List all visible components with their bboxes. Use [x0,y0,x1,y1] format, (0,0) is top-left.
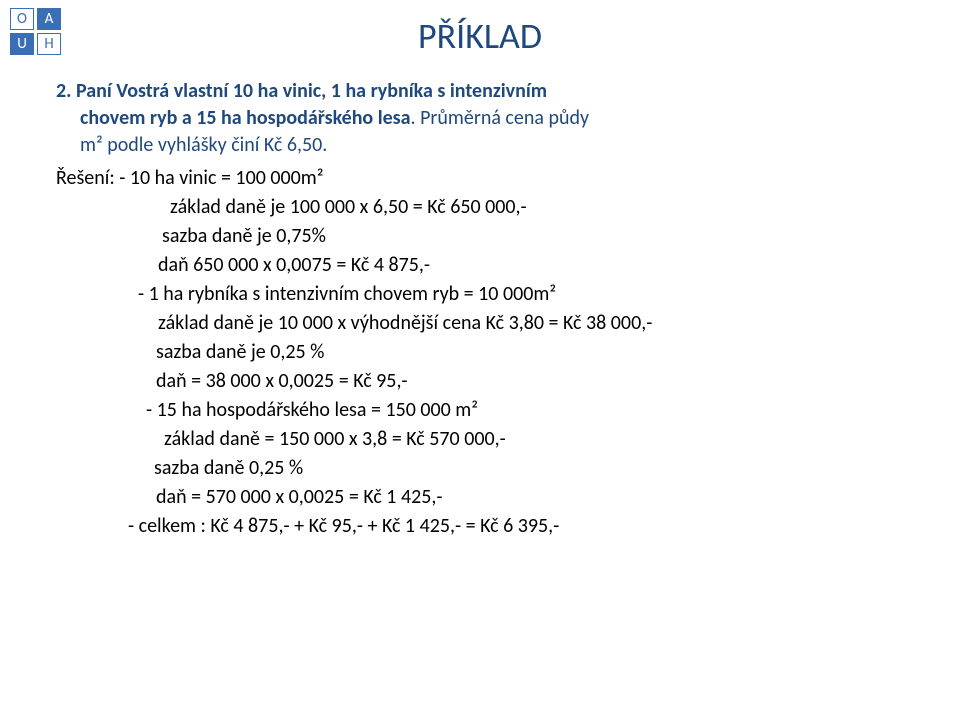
solution-line-12: daň = 570 000 x 0,0025 = Kč 1 425,- [56,484,904,511]
content: 2. Paní Vostrá vlastní 10 ha vinic, 1 ha… [56,78,904,542]
solution-line-1: Řešení: - 10 ha vinic = 100 000m² [56,165,904,192]
solution-line-3: sazba daně je 0,75% [56,223,904,250]
solution-block: Řešení: - 10 ha vinic = 100 000m² základ… [56,165,904,540]
solution-line-9: - 15 ha hospodářského lesa = 150 000 m² [56,397,904,424]
intro-line1: 2. Paní Vostrá vlastní 10 ha vinic, 1 ha… [56,79,547,103]
solution-line-10: základ daně = 150 000 x 3,8 = Kč 570 000… [56,426,904,453]
solution-line-2: základ daně je 100 000 x 6,50 = Kč 650 0… [56,194,904,221]
solution-line-5: - 1 ha rybníka s intenzivním chovem ryb … [56,281,904,308]
solution-line-6: základ daně je 10 000 x výhodnější cena … [56,310,904,337]
solution-line-7: sazba daně je 0,25 % [56,339,904,366]
page-title: PŘÍKLAD [0,14,960,58]
solution-line-11: sazba daně 0,25 % [56,455,904,482]
intro-line2-suffix: . Průměrná cena půdy [411,106,590,130]
solution-line-4: daň 650 000 x 0,0075 = Kč 4 875,- [56,252,904,279]
intro-line3: m² podle vyhlášky činí Kč 6,50. [56,132,904,159]
solution-line-8: daň = 38 000 x 0,0025 = Kč 95,- [56,368,904,395]
intro-paragraph: 2. Paní Vostrá vlastní 10 ha vinic, 1 ha… [56,78,904,159]
intro-line2: chovem ryb a 15 ha hospodářského lesa. P… [56,105,904,132]
solution-line-13: - celkem : Kč 4 875,- + Kč 95,- + Kč 1 4… [56,513,904,540]
intro-line2-bold: chovem ryb a 15 ha hospodářského lesa [80,106,411,130]
